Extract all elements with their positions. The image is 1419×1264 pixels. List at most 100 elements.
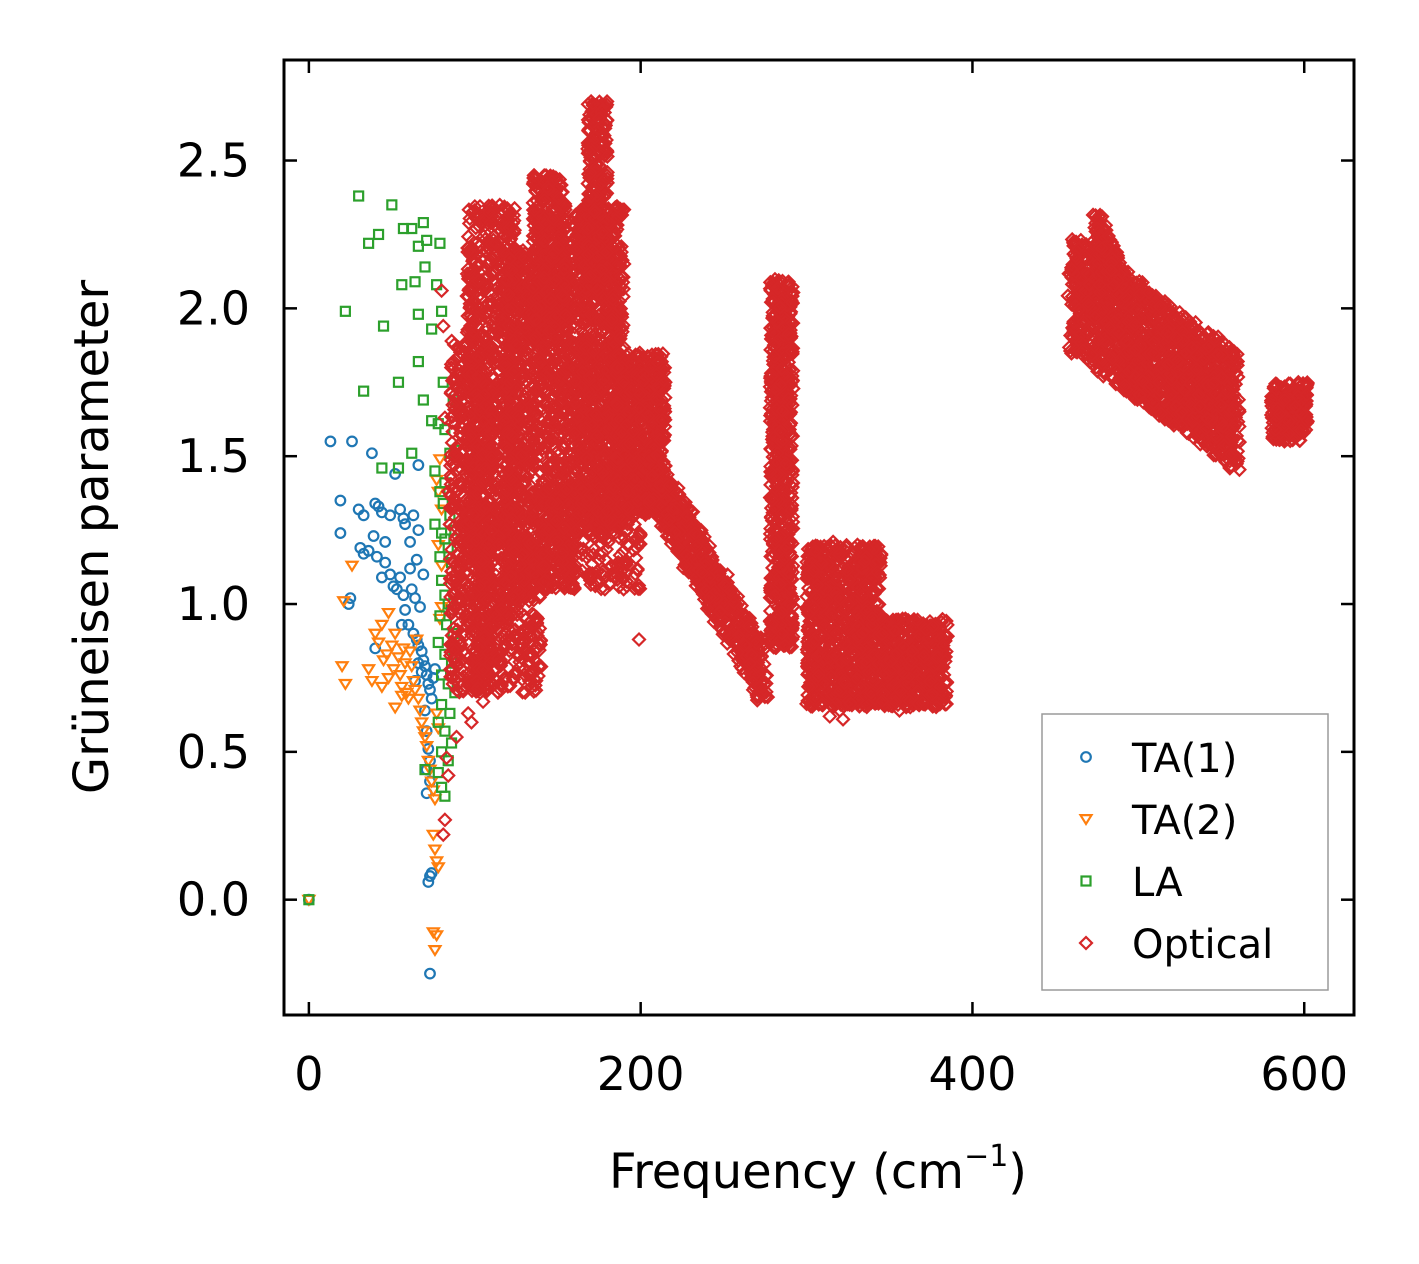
point-la [419, 261, 431, 273]
point-optical [592, 312, 608, 328]
point-la [386, 199, 398, 211]
point-optical [465, 507, 481, 523]
point-optical [501, 284, 517, 300]
point-optical [503, 388, 519, 404]
point-optical [568, 395, 584, 411]
point-optical [581, 389, 597, 405]
point-optical [503, 471, 519, 487]
point-la [372, 228, 385, 241]
point-optical [440, 767, 456, 784]
point-optical [472, 265, 488, 281]
point-optical [445, 642, 461, 658]
point-ta1 [397, 589, 410, 602]
point-ta2 [427, 844, 443, 857]
point-optical [501, 286, 517, 303]
point-optical [568, 381, 584, 397]
point-optical [462, 403, 478, 419]
point-la [412, 308, 424, 320]
point-ta1 [415, 666, 428, 678]
point-optical [504, 511, 520, 527]
point-ta2 [364, 675, 380, 688]
point-optical [612, 330, 628, 347]
point-optical [527, 255, 543, 272]
point-ta2 [407, 684, 423, 697]
point-optical [444, 415, 460, 431]
point-la [412, 240, 424, 252]
point-optical [546, 451, 563, 467]
point-optical [474, 302, 490, 319]
point-optical [530, 220, 546, 236]
point-ta2 [425, 927, 441, 940]
point-optical [571, 280, 587, 297]
point-optical [528, 248, 544, 264]
point-optical [475, 432, 491, 448]
point-optical [547, 319, 563, 336]
point-optical [586, 343, 602, 359]
point-la [409, 276, 421, 288]
point-optical [588, 435, 604, 451]
point-la [435, 698, 448, 711]
point-optical [471, 287, 488, 303]
point-optical [449, 591, 465, 607]
point-ta2 [376, 655, 392, 668]
point-optical [461, 415, 477, 431]
point-optical [448, 729, 465, 745]
point-optical [542, 291, 558, 307]
point-la [396, 279, 408, 291]
point-optical [548, 272, 564, 289]
point-ta1 [429, 663, 441, 675]
point-optical [525, 195, 541, 211]
point-optical [631, 631, 647, 648]
point-ta1 [399, 604, 412, 616]
point-optical [455, 669, 471, 685]
point-optical [504, 300, 520, 317]
point-ta1 [384, 509, 397, 522]
point-optical [569, 446, 585, 462]
point-ta2 [387, 628, 403, 641]
point-la [419, 763, 431, 776]
point-ta2 [394, 690, 410, 703]
point-optical [567, 229, 584, 245]
point-ta1 [389, 468, 402, 480]
point-optical [547, 245, 563, 261]
point-optical [577, 294, 593, 310]
point-optical [574, 422, 590, 438]
point-optical [462, 298, 479, 314]
point-la [434, 551, 446, 563]
point-ta1 [390, 583, 403, 596]
point-ta2 [379, 649, 395, 662]
point-optical [460, 229, 476, 245]
point-ta1 [387, 580, 400, 593]
point-optical [541, 310, 557, 326]
point-ta2 [417, 732, 433, 745]
point-la [432, 418, 444, 430]
point-ta2 [336, 596, 352, 609]
point-optical [460, 244, 476, 260]
point-optical [533, 434, 549, 450]
point-ta2 [415, 726, 431, 739]
point-ta1 [346, 435, 358, 448]
point-optical [504, 428, 520, 444]
point-optical [518, 372, 534, 389]
point-optical [585, 418, 601, 434]
point-ta2 [409, 634, 425, 647]
point-ta2 [337, 678, 353, 691]
point-optical [437, 812, 453, 828]
point-optical [528, 312, 544, 328]
point-la [303, 894, 315, 906]
point-optical [504, 504, 520, 521]
point-optical [557, 198, 573, 214]
point-optical [452, 344, 468, 361]
point-optical [442, 516, 458, 533]
point-optical [463, 714, 480, 730]
point-optical [604, 311, 620, 327]
point-optical [497, 494, 513, 510]
point-optical [472, 502, 488, 518]
point-optical [554, 288, 571, 304]
point-optical [588, 392, 604, 408]
point-optical [557, 292, 573, 308]
point-optical [531, 314, 547, 330]
point-optical [556, 261, 572, 277]
point-ta2 [384, 640, 400, 653]
